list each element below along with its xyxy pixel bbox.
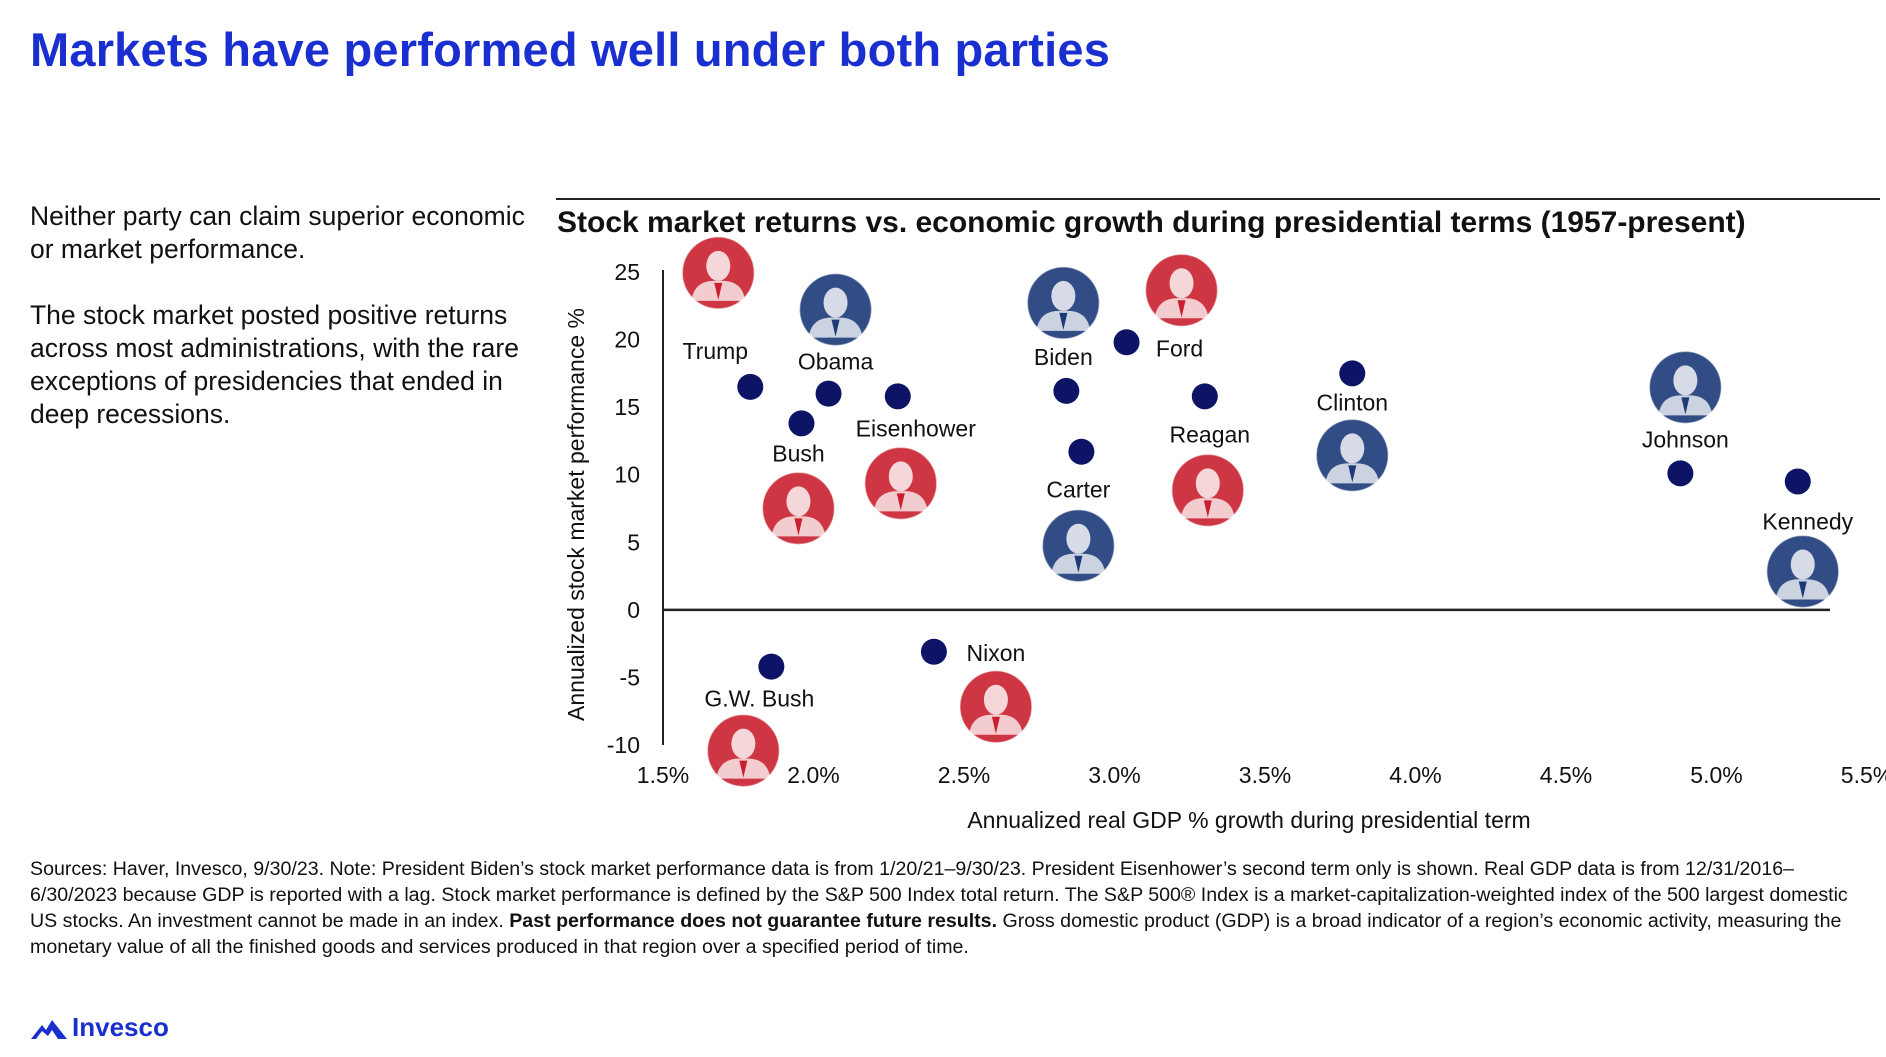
y-tick-label: 20 bbox=[614, 327, 640, 353]
point-label-ford: Ford bbox=[1156, 335, 1203, 361]
chart-top-rule bbox=[556, 198, 1880, 200]
point-ford bbox=[1113, 329, 1140, 356]
mountain-logo-icon bbox=[31, 1019, 67, 1039]
x-tick-label: 3.0% bbox=[1088, 762, 1140, 788]
y-tick-label: -10 bbox=[607, 732, 640, 758]
x-tick-label: 4.0% bbox=[1389, 762, 1441, 788]
point-label-kennedy: Kennedy bbox=[1762, 508, 1853, 534]
y-tick-label: 25 bbox=[614, 259, 640, 285]
portrait-eisenhower bbox=[864, 446, 938, 521]
point-kennedy bbox=[1784, 468, 1811, 495]
portrait-ford bbox=[1144, 253, 1219, 328]
portrait-clinton bbox=[1315, 418, 1390, 493]
portrait-obama bbox=[798, 272, 873, 347]
brand-name: Invesco bbox=[72, 1012, 169, 1042]
president-portraits bbox=[681, 236, 1840, 788]
y-tick-label: -5 bbox=[620, 664, 640, 690]
point-biden bbox=[1053, 377, 1080, 404]
side-paragraph-2: The stock market posted positive returns… bbox=[30, 300, 519, 429]
page-title: Markets have performed well under both p… bbox=[30, 23, 1111, 76]
footnote-text-1: Sources: Haver, Invesco, 9/30/23. Note: … bbox=[30, 858, 1848, 932]
portrait-biden bbox=[1026, 266, 1101, 340]
chart-point-labels: Trump Obama Bush Eisenhower Biden Ford Carter R… bbox=[682, 335, 1853, 711]
point-eisenhower bbox=[884, 383, 911, 410]
point-johnson bbox=[1667, 460, 1694, 487]
point-bush bbox=[788, 410, 815, 437]
point-label-biden: Biden bbox=[1034, 344, 1093, 370]
portrait-nixon bbox=[959, 670, 1033, 744]
portrait-trump bbox=[681, 236, 756, 310]
side-commentary: Neither party can claim superior economi… bbox=[30, 200, 530, 464]
point-g-w-bush bbox=[758, 653, 785, 680]
x-tick-label: 2.0% bbox=[787, 762, 839, 788]
point-clinton bbox=[1339, 360, 1366, 387]
y-tick-label: 5 bbox=[627, 529, 640, 555]
y-axis-label: Annualized stock market performance % bbox=[563, 308, 589, 721]
point-label-trump: Trump bbox=[682, 338, 748, 364]
point-label-carter: Carter bbox=[1046, 477, 1110, 503]
portrait-johnson bbox=[1648, 350, 1723, 425]
point-nixon bbox=[920, 638, 947, 665]
point-label-obama: Obama bbox=[798, 349, 874, 375]
footnote: Sources: Haver, Invesco, 9/30/23. Note: … bbox=[30, 856, 1870, 960]
x-axis-label: Annualized real GDP % growth during pres… bbox=[967, 807, 1530, 833]
x-tick-label: 1.5% bbox=[637, 762, 689, 788]
x-tick-label: 5.0% bbox=[1690, 762, 1742, 788]
point-reagan bbox=[1191, 383, 1218, 410]
point-label-reagan: Reagan bbox=[1170, 421, 1251, 447]
footnote-disclaimer: Past performance does not guarantee futu… bbox=[509, 910, 998, 932]
portrait-reagan bbox=[1171, 453, 1245, 528]
x-tick-label: 2.5% bbox=[938, 762, 990, 788]
portrait-g-w-bush bbox=[706, 713, 781, 788]
point-label-johnson: Johnson bbox=[1642, 426, 1729, 452]
point-trump bbox=[737, 373, 764, 400]
point-label-bush: Bush bbox=[772, 440, 824, 466]
footnote-text-2: Gross domestic product (GDP) is a broad … bbox=[30, 910, 1842, 958]
point-carter bbox=[1068, 438, 1095, 465]
y-tick-label: 10 bbox=[614, 462, 640, 488]
chart-points bbox=[737, 329, 1811, 680]
x-tick-label: 4.5% bbox=[1540, 762, 1592, 788]
point-label-clinton: Clinton bbox=[1316, 389, 1388, 415]
portrait-carter bbox=[1041, 508, 1116, 583]
chart-title: Stock market returns vs. economic growth… bbox=[557, 206, 1746, 239]
y-tick-label: 15 bbox=[614, 394, 640, 420]
x-tick-label: 5.5% bbox=[1841, 762, 1886, 788]
point-label-eisenhower: Eisenhower bbox=[856, 415, 977, 441]
x-tick-label: 3.5% bbox=[1239, 762, 1291, 788]
point-obama bbox=[815, 380, 842, 407]
invesco-logo: Invesco bbox=[30, 1012, 169, 1043]
y-tick-label: 0 bbox=[627, 597, 640, 623]
portrait-kennedy bbox=[1766, 534, 1840, 609]
point-label-g-w-bush: G.W. Bush bbox=[704, 686, 814, 712]
point-label-nixon: Nixon bbox=[966, 640, 1025, 666]
portrait-bush bbox=[761, 471, 836, 546]
side-paragraph-1: Neither party can claim superior economi… bbox=[30, 201, 525, 264]
chart-axes: 25 20 15 10 5 0 -5 -10 1.5% 2.0% 2.5% 3.0% 3.5% 4.0% 4… bbox=[607, 259, 1886, 788]
